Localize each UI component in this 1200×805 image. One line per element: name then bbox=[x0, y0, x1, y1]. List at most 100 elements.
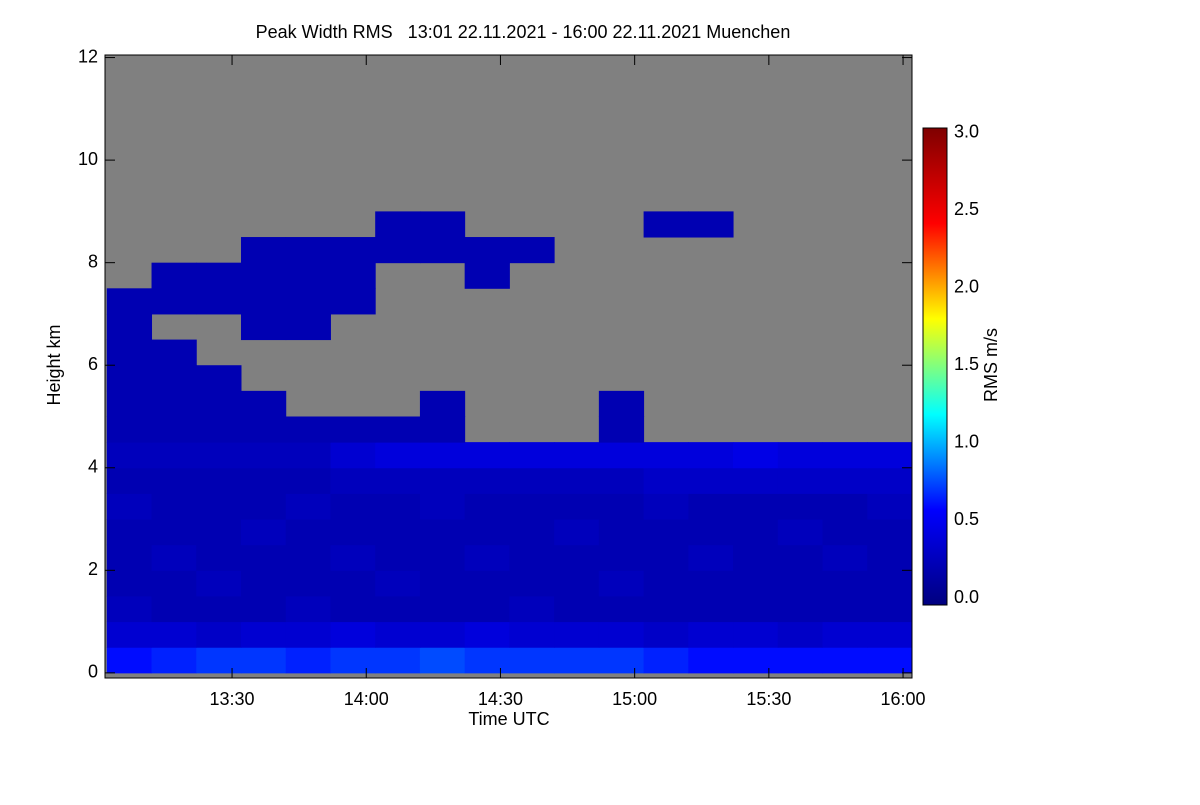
heatmap-cell bbox=[419, 237, 466, 264]
heatmap-cell bbox=[643, 647, 689, 674]
heatmap-cell bbox=[330, 262, 376, 289]
heatmap-cell bbox=[106, 544, 153, 571]
heatmap-cell bbox=[106, 416, 153, 443]
heatmap-cell bbox=[688, 621, 734, 648]
heatmap-cell bbox=[509, 621, 555, 648]
heatmap-cell bbox=[106, 442, 153, 469]
heatmap-cell bbox=[464, 237, 510, 264]
heatmap-cell bbox=[151, 467, 197, 494]
heatmap-cell bbox=[196, 262, 242, 289]
colorbar-tick-label: 1.5 bbox=[954, 354, 979, 374]
heatmap-cell bbox=[598, 647, 645, 674]
heatmap-cell bbox=[375, 416, 421, 443]
heatmap-cell bbox=[285, 442, 331, 469]
heatmap-cell bbox=[688, 647, 734, 674]
heatmap-cell bbox=[554, 621, 600, 648]
heatmap bbox=[106, 211, 912, 674]
y-tick-label: 12 bbox=[78, 46, 98, 66]
heatmap-cell bbox=[330, 416, 376, 443]
heatmap-cell bbox=[106, 519, 153, 546]
heatmap-cell bbox=[643, 467, 689, 494]
heatmap-cell bbox=[151, 288, 197, 315]
x-tick-label: 15:00 bbox=[612, 689, 657, 709]
heatmap-cell bbox=[464, 570, 510, 597]
heatmap-cell bbox=[106, 570, 153, 597]
heatmap-cell bbox=[643, 493, 689, 520]
heatmap-cell bbox=[285, 313, 331, 341]
heatmap-cell bbox=[598, 544, 645, 571]
heatmap-cell bbox=[554, 544, 600, 571]
heatmap-cell bbox=[106, 493, 153, 520]
heatmap-cell bbox=[777, 544, 824, 571]
heatmap-cell bbox=[375, 647, 421, 674]
heatmap-cell bbox=[554, 595, 600, 623]
heatmap-cell bbox=[777, 647, 824, 674]
heatmap-cell bbox=[196, 467, 242, 494]
heatmap-cell bbox=[464, 442, 510, 469]
heatmap-cell bbox=[196, 544, 242, 571]
heatmap-cell bbox=[867, 442, 912, 469]
heatmap-cell bbox=[598, 416, 645, 443]
heatmap-cell bbox=[688, 442, 734, 469]
heatmap-cell bbox=[733, 544, 779, 571]
heatmap-cell bbox=[240, 313, 287, 341]
heatmap-cell bbox=[240, 570, 287, 597]
heatmap-cell bbox=[509, 519, 555, 546]
heatmap-cell bbox=[285, 288, 331, 315]
heatmap-cell bbox=[777, 570, 824, 597]
heatmap-cell bbox=[464, 595, 510, 623]
heatmap-cell bbox=[867, 647, 912, 674]
heatmap-cell bbox=[330, 595, 376, 623]
heatmap-cell bbox=[554, 493, 600, 520]
heatmap-cell bbox=[509, 493, 555, 520]
heatmap-cell bbox=[375, 467, 421, 494]
heatmap-cell bbox=[330, 237, 376, 264]
x-tick-label: 13:30 bbox=[210, 689, 255, 709]
heatmap-cell bbox=[330, 544, 376, 571]
heatmap-cell bbox=[285, 570, 331, 597]
heatmap-cell bbox=[106, 313, 153, 341]
heatmap-cell bbox=[330, 442, 376, 469]
heatmap-cell bbox=[151, 595, 197, 623]
y-tick-label: 10 bbox=[78, 149, 98, 169]
heatmap-cell bbox=[196, 519, 242, 546]
heatmap-cell bbox=[419, 442, 466, 469]
heatmap-cell bbox=[330, 288, 376, 315]
heatmap-cell bbox=[733, 647, 779, 674]
plot-frame bbox=[104, 54, 913, 679]
heatmap-cell bbox=[777, 467, 824, 494]
heatmap-cell bbox=[151, 647, 197, 674]
heatmap-cell bbox=[419, 390, 466, 417]
heatmap-cell bbox=[419, 493, 466, 520]
heatmap-cell bbox=[106, 595, 153, 623]
heatmap-cell bbox=[419, 416, 466, 443]
heatmap-cell bbox=[419, 467, 466, 494]
heatmap-cell bbox=[733, 519, 779, 546]
heatmap-cell bbox=[822, 621, 868, 648]
heatmap-cell bbox=[330, 621, 376, 648]
heatmap-cell bbox=[688, 493, 734, 520]
y-tick-label: 0 bbox=[88, 662, 98, 682]
heatmap-cell bbox=[688, 595, 734, 623]
heatmap-cell bbox=[240, 262, 287, 289]
heatmap-cell bbox=[598, 519, 645, 546]
heatmap-cell bbox=[196, 390, 242, 417]
heatmap-cell bbox=[285, 493, 331, 520]
heatmap-cell bbox=[867, 595, 912, 623]
heatmap-cell bbox=[419, 647, 466, 674]
heatmap-cell bbox=[285, 467, 331, 494]
colorbar-tick-label: 2.0 bbox=[954, 277, 979, 297]
heatmap-cell bbox=[554, 519, 600, 546]
heatmap-cell bbox=[151, 262, 197, 289]
heatmap-cell bbox=[867, 519, 912, 546]
x-tick-label: 15:30 bbox=[746, 689, 791, 709]
heatmap-cell bbox=[733, 621, 779, 648]
heatmap-cell bbox=[867, 544, 912, 571]
heatmap-cell bbox=[375, 519, 421, 546]
heatmap-cell bbox=[777, 493, 824, 520]
x-tick-label: 16:00 bbox=[881, 689, 926, 709]
heatmap-cell bbox=[822, 544, 868, 571]
heatmap-cell bbox=[464, 621, 510, 648]
heatmap-cell bbox=[196, 365, 242, 392]
